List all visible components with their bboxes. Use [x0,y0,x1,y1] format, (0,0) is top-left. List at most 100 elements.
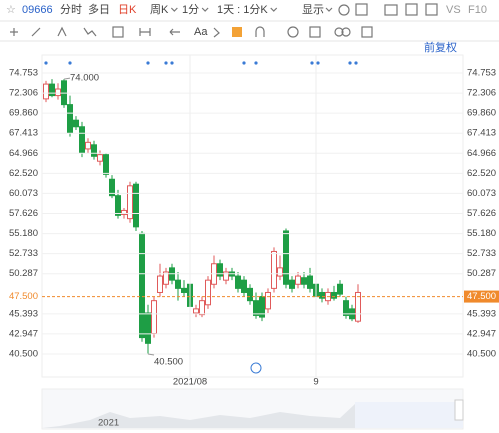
y-tick-label-right: 57.626 [467,208,496,219]
y-tick-label-right: 67.413 [467,128,496,139]
tab[interactable]: 1天 : 1分K [217,3,268,16]
wave-tool[interactable] [83,27,97,37]
adjust-menu[interactable]: 前复权 [424,40,457,54]
display-menu[interactable]: 显示 [302,3,324,16]
tab[interactable]: 日K [118,4,137,16]
text-tool[interactable]: Aa [194,26,208,38]
candle-body [103,154,109,175]
candle-body [91,144,97,157]
tab[interactable]: 周K [150,3,169,16]
pin-icon[interactable] [405,3,418,16]
expand-icon[interactable] [425,3,438,16]
candle-body [115,195,121,216]
crosshair-icon[interactable] [10,28,18,36]
link-tool-b[interactable] [341,27,351,37]
vs-button[interactable]: VS [446,4,461,16]
settings-icon[interactable] [338,4,350,16]
candle-body [235,275,241,289]
candle-body [151,300,157,334]
y-tick-label-right: 42.947 [467,328,496,339]
price-label-right: 47.500 [467,291,496,302]
camera-icon[interactable] [384,4,398,16]
candle-body [343,300,349,316]
candle-body [199,300,205,316]
fib-tool[interactable] [112,26,124,38]
candle-body [157,275,163,293]
checkbox[interactable] [355,3,368,16]
tab[interactable]: 多日 [88,2,110,16]
y-tick-label: 72.306 [9,88,38,99]
y-tick-label-right: 60.073 [467,188,496,199]
candle-body [319,291,325,299]
y-tick-label: 50.287 [9,268,38,279]
y-tick-label-right: 52.733 [467,248,496,259]
range-tool[interactable] [139,28,151,36]
y-tick-label-right: 45.393 [467,308,496,319]
tab[interactable]: 1分 [182,3,199,16]
candle-body [355,291,361,322]
navigator-window[interactable] [355,402,463,428]
candle-body [277,267,283,277]
y-tick-label-right: 62.520 [467,168,496,179]
annotation-label: 74.000 [70,73,99,84]
candle-body [67,104,73,134]
candle-body [49,83,55,97]
caret [325,7,333,12]
annotation-leader [147,353,155,356]
hide-tool[interactable] [287,26,299,38]
y-tick-label-right: 55.180 [467,228,496,239]
candle-body [139,232,145,339]
layout-tool[interactable] [361,26,373,38]
caret [170,7,178,12]
event-markers [44,61,358,65]
y-tick-label: 64.966 [9,148,38,159]
f10-button[interactable]: F10 [468,4,487,16]
delete-tool[interactable] [309,26,321,38]
candle-body [253,300,259,316]
y-tick-label-right: 74.753 [467,68,496,79]
candle-body [307,275,313,289]
stock-code[interactable]: 09666 [22,4,53,16]
candle-body [301,277,307,285]
brush-tool[interactable] [213,27,220,38]
candle-body [145,312,151,344]
lock-tool[interactable] [232,27,242,37]
candle-body [85,141,91,150]
x-tick-label: 9 [313,377,318,388]
candle-body [133,183,139,228]
link-tool-a[interactable] [334,27,344,37]
candle-body [193,308,199,314]
line-tool[interactable] [31,27,41,37]
event-icon[interactable] [250,362,262,374]
candle-body [331,291,337,299]
y-tick-label-right: 64.966 [467,148,496,159]
candle-body [73,119,79,128]
candle-body [283,230,289,285]
candle-body [127,185,133,220]
candle-body [265,291,271,310]
y-tick-label: 52.733 [9,248,38,259]
candle-body [55,88,61,97]
caret [270,7,278,12]
arrow-tool[interactable] [169,28,180,36]
y-tick-label: 67.413 [9,128,38,139]
candle-body [175,279,181,289]
candle-body [181,287,187,293]
candle-body [79,126,85,154]
plot-frame [41,54,464,378]
navigator-handle[interactable] [454,399,464,421]
y-tick-label: 74.753 [9,68,38,79]
y-tick-label: 40.500 [9,349,38,360]
y-tick-label: 42.947 [9,328,38,339]
y-tick-label-right: 69.860 [467,108,496,119]
y-tick-label-right: 72.306 [467,88,496,99]
y-tick-label: 69.860 [9,108,38,119]
tab[interactable]: 分时 [60,3,82,16]
candle-body [205,279,211,306]
star-icon[interactable]: ☆ [6,4,16,16]
candle-body [337,283,343,295]
channel-tool[interactable] [57,26,67,37]
candle-body [223,271,229,281]
magnet-tool[interactable] [255,26,265,37]
